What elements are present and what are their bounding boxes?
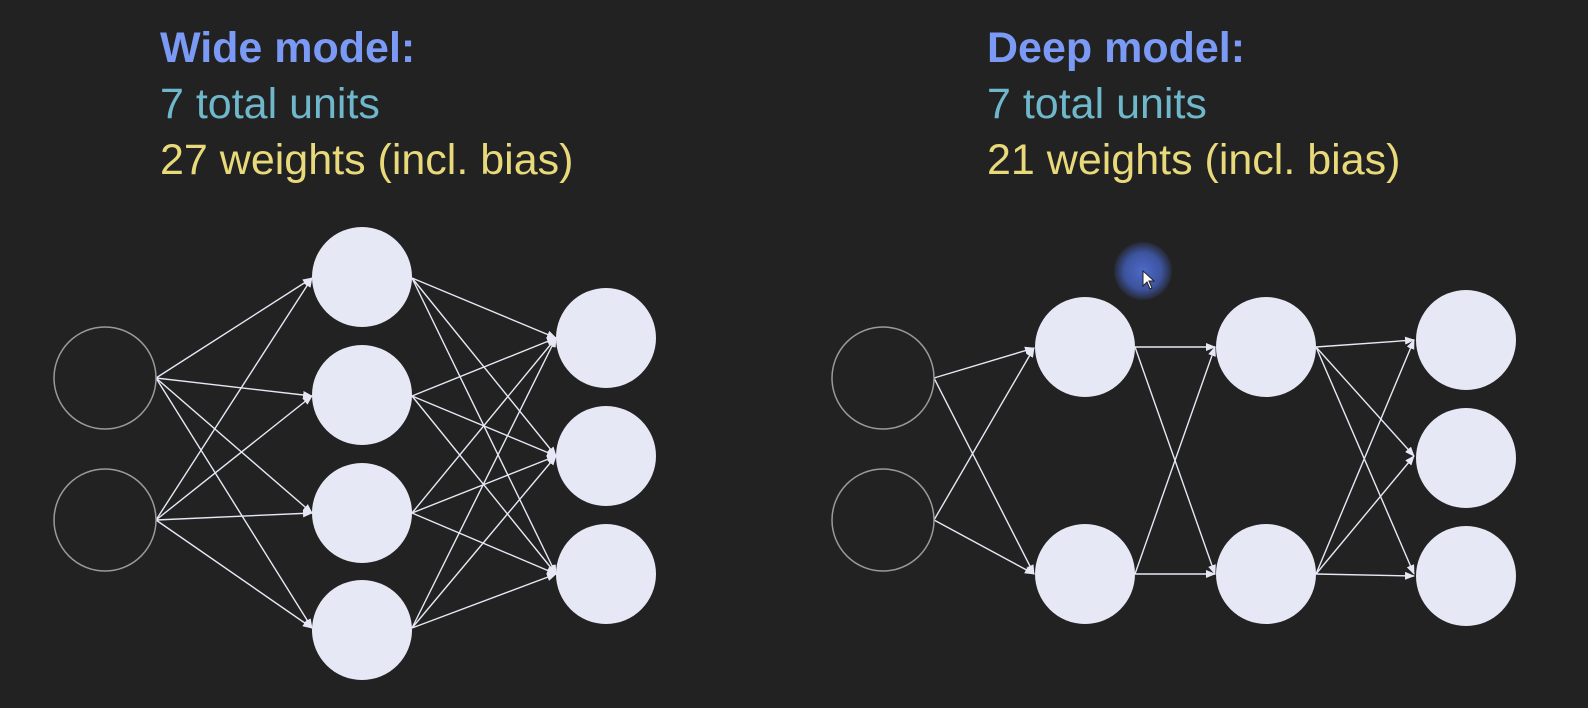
wide-hidden-layer bbox=[312, 227, 412, 680]
edge bbox=[933, 519, 1035, 575]
edge bbox=[1315, 346, 1415, 575]
deep-hidden-layer-1 bbox=[1035, 297, 1135, 624]
mouse-pointer-icon bbox=[1142, 270, 1156, 290]
output-node bbox=[1416, 526, 1516, 626]
output-node bbox=[1416, 408, 1516, 508]
hidden-node bbox=[1035, 297, 1135, 397]
deep-model-units: 7 total units bbox=[987, 80, 1207, 128]
edge bbox=[1315, 455, 1415, 575]
input-node bbox=[53, 468, 157, 572]
edge bbox=[411, 512, 557, 575]
edge bbox=[155, 377, 313, 629]
edge bbox=[155, 509, 313, 521]
deep-model-diagram bbox=[831, 290, 1516, 626]
deep-model-edges bbox=[933, 336, 1415, 580]
wide-model-title: Wide model: bbox=[160, 24, 416, 72]
deep-output-layer bbox=[1416, 290, 1516, 626]
edge bbox=[411, 337, 557, 397]
edge bbox=[155, 395, 313, 521]
deep-hidden-layer-2 bbox=[1216, 297, 1316, 624]
edge bbox=[1315, 336, 1415, 348]
wide-model-caption: Wide model: 7 total units 27 weights (in… bbox=[160, 20, 573, 188]
hidden-node bbox=[1216, 524, 1316, 624]
wide-model-edges bbox=[155, 277, 557, 629]
edge bbox=[411, 455, 557, 629]
wide-model-units: 7 total units bbox=[160, 80, 380, 128]
hidden-node bbox=[1035, 524, 1135, 624]
edge bbox=[155, 377, 313, 399]
edge bbox=[155, 277, 313, 379]
edge bbox=[155, 277, 313, 521]
input-node bbox=[831, 468, 935, 572]
hidden-node bbox=[312, 580, 412, 680]
wide-output-layer bbox=[556, 288, 656, 624]
edge bbox=[1315, 571, 1415, 580]
deep-input-layer bbox=[831, 326, 935, 572]
wide-model-diagram bbox=[53, 227, 656, 680]
wide-model-weights: 27 weights (incl. bias) bbox=[160, 136, 574, 184]
input-node bbox=[831, 326, 935, 430]
hidden-node bbox=[312, 345, 412, 445]
edge bbox=[1315, 346, 1415, 457]
deep-model-weights: 21 weights (incl. bias) bbox=[987, 136, 1401, 184]
edge bbox=[933, 346, 1035, 379]
output-node bbox=[556, 524, 656, 624]
edge bbox=[155, 519, 313, 629]
edge bbox=[411, 337, 557, 629]
edge bbox=[1315, 339, 1415, 575]
wide-input-layer bbox=[53, 326, 157, 572]
edge bbox=[933, 347, 1035, 521]
hidden-node bbox=[312, 463, 412, 563]
output-node bbox=[556, 406, 656, 506]
edge bbox=[411, 277, 557, 339]
output-node bbox=[1416, 290, 1516, 390]
edge bbox=[1134, 346, 1216, 575]
hidden-node bbox=[1216, 297, 1316, 397]
hidden-node bbox=[312, 227, 412, 327]
deep-model-caption: Deep model: 7 total units 21 weights (in… bbox=[987, 20, 1400, 188]
edge bbox=[933, 377, 1035, 575]
edge bbox=[411, 573, 557, 629]
deep-model-title: Deep model: bbox=[987, 24, 1246, 72]
output-node bbox=[556, 288, 656, 388]
input-node bbox=[53, 326, 157, 430]
edge bbox=[411, 337, 557, 514]
edge bbox=[155, 377, 313, 514]
